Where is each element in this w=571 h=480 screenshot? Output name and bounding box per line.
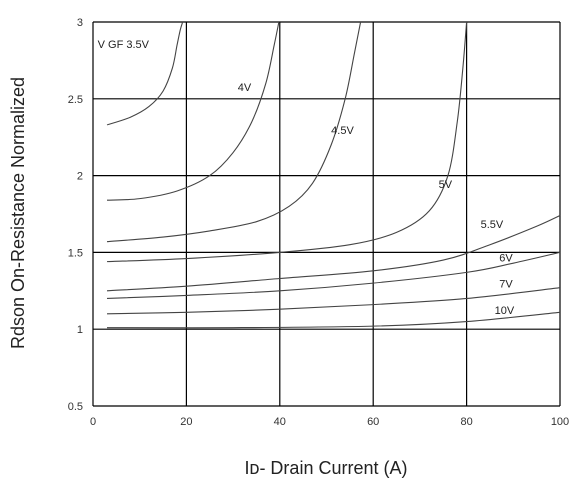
y-tick-label: 0.5: [68, 401, 83, 413]
x-tick-label: 40: [274, 416, 286, 428]
series-label-4: 5.5V: [481, 219, 504, 231]
curve-layer: [106, 21, 561, 329]
x-tick-label: 0: [90, 416, 96, 428]
series-label-0: V GF 3.5V: [98, 39, 150, 51]
tick-layer: 0 20 40 60 80 100 0.5 1 1.5 2 2.5 3: [68, 17, 569, 428]
series-line-5: [106, 251, 561, 300]
y-tick-label: 1: [77, 324, 83, 336]
series-line-1: [106, 21, 280, 201]
y-tick-label: 3: [77, 17, 83, 29]
series-line-6: [106, 287, 561, 315]
series-line-7: [107, 311, 561, 329]
y-axis-label: Rdson On-Resistance Normalized: [8, 77, 28, 349]
series-label-6: 7V: [499, 279, 513, 291]
series-label-5: 6V: [499, 253, 513, 265]
x-tick-label: 80: [460, 416, 472, 428]
x-tick-label: 100: [551, 416, 569, 428]
series-line-4: [106, 215, 561, 292]
series-label-2: 4.5V: [331, 125, 354, 137]
x-tick-label: 60: [367, 416, 379, 428]
curve-label-layer: V GF 3.5V 4V 4.5V 5V 5.5V 6V 7V 10V: [98, 39, 515, 317]
series-line-0: [106, 21, 184, 126]
y-tick-label: 1.5: [68, 247, 83, 259]
y-tick-label: 2.5: [68, 94, 83, 106]
grid-layer: [92, 21, 561, 407]
series-label-7: 10V: [495, 305, 515, 317]
series-line-3: [106, 21, 468, 263]
x-axis-label: Iᴅ- Drain Current (A): [245, 458, 408, 478]
series-label-3: 5V: [439, 179, 453, 191]
x-tick-label: 20: [180, 416, 192, 428]
y-tick-label: 2: [77, 171, 83, 183]
series-label-1: 4V: [238, 82, 252, 94]
series-line-2: [106, 21, 362, 243]
